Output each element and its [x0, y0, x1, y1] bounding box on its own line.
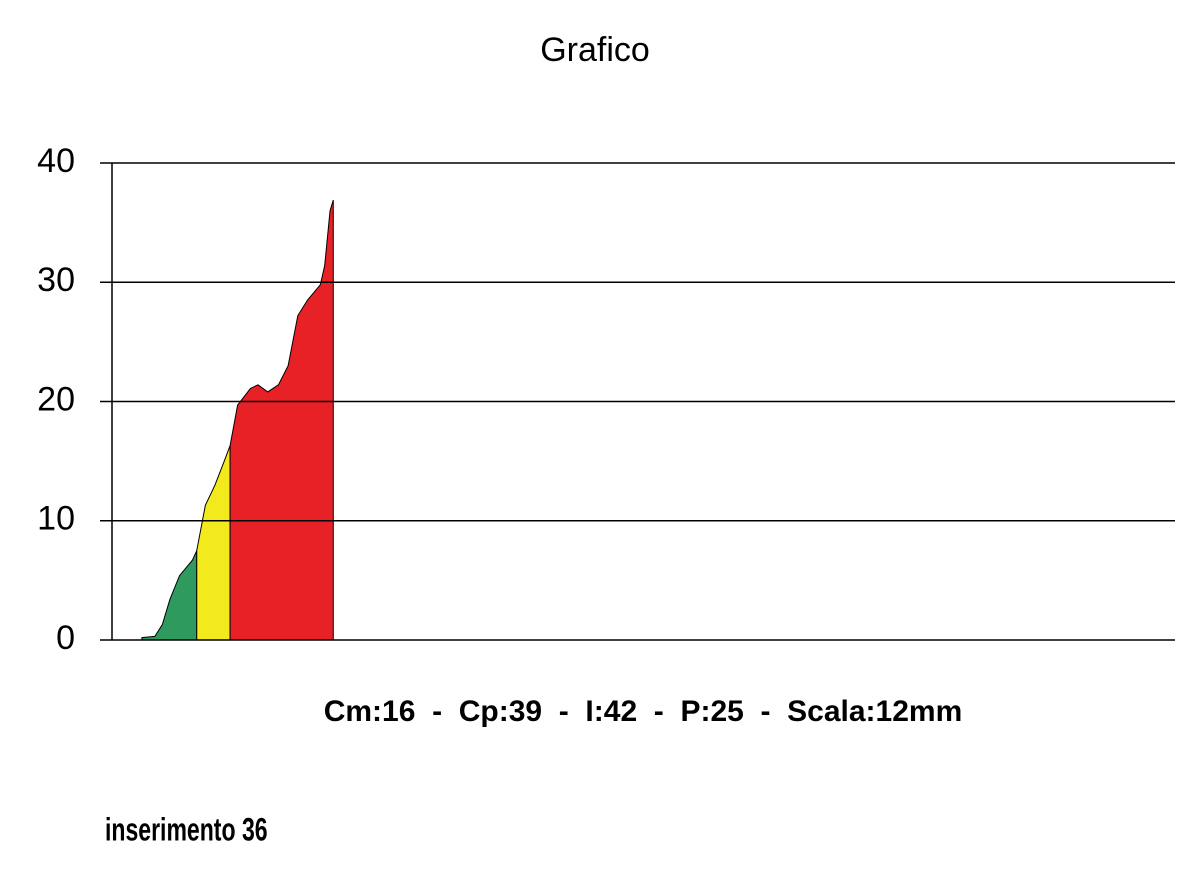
note: inserimento 36 [105, 812, 268, 848]
y-tick-label: 20 [37, 380, 75, 418]
chart-title: Grafico [540, 31, 650, 69]
y-tick-label: 0 [56, 619, 75, 657]
area [229, 199, 334, 641]
area [141, 550, 198, 641]
y-tick-label: 30 [37, 261, 75, 299]
y-tick-label: 40 [37, 142, 75, 180]
area [196, 445, 231, 641]
y-tick-label: 10 [37, 500, 75, 538]
x-axis-label: Cm:16 - Cp:39 - I:42 - P:25 - Scala:12mm [324, 695, 963, 728]
